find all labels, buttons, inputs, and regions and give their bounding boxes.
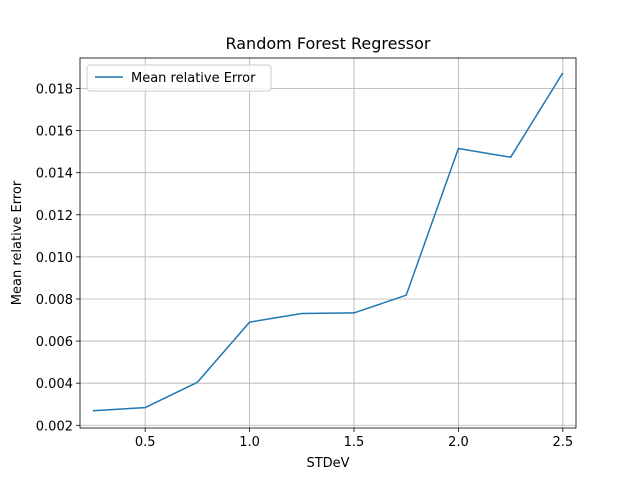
x-tick-label: 1.0 [239, 435, 260, 450]
y-tick-label: 0.010 [36, 251, 73, 266]
x-tick-label: 0.5 [135, 435, 156, 450]
x-axis-label: STDeV [306, 456, 349, 471]
y-ticks: 0.002 0.004 0.006 0.008 0.010 0.012 0.014 0.016… [36, 83, 80, 434]
grid [80, 58, 576, 428]
y-tick-label: 0.004 [36, 377, 73, 392]
legend: Mean relative Error [86, 64, 272, 92]
y-axis-label: Mean relative Error [10, 180, 25, 305]
series-layer [92, 72, 564, 412]
y-tick-label: 0.006 [36, 335, 73, 350]
y-tick-label: 0.002 [36, 419, 73, 434]
series-line [92, 72, 564, 412]
x-tick-label: 2.5 [552, 435, 573, 450]
legend-box [86, 64, 272, 92]
chart-title: Random Forest Regressor [225, 34, 430, 53]
legend-label: Mean relative Error [131, 71, 256, 86]
y-tick-label: 0.014 [36, 167, 73, 182]
y-tick-label: 0.012 [36, 209, 73, 224]
y-tick-label: 0.008 [36, 293, 73, 308]
plot-frame [79, 57, 577, 429]
x-tick-label: 1.5 [344, 435, 365, 450]
x-ticks: 0.5 1.0 1.5 2.0 2.5 [135, 428, 573, 450]
x-tick-label: 2.0 [448, 435, 469, 450]
y-tick-label: 0.016 [36, 125, 73, 140]
y-tick-label: 0.018 [36, 83, 73, 98]
